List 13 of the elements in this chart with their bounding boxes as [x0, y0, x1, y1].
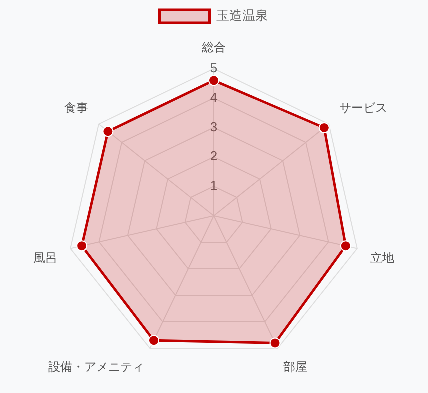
y-tick-label: 2	[210, 148, 218, 164]
y-tick-label: 3	[210, 119, 218, 134]
y-tick-label: 4	[210, 90, 218, 105]
spoke-label: サービス	[340, 100, 388, 115]
y-tick-label: 5	[210, 60, 218, 76]
legend-label: 玉造温泉	[216, 8, 268, 24]
y-tick-label: 1	[210, 178, 218, 194]
spoke-label: 食事	[64, 100, 88, 115]
spoke-label: 部屋	[284, 360, 308, 374]
spoke-label: 立地	[370, 251, 395, 266]
spoke-label: 総合	[201, 40, 226, 54]
spoke-label: 設備・アメニティ	[48, 360, 144, 374]
spoke-label: 風呂	[33, 251, 58, 266]
